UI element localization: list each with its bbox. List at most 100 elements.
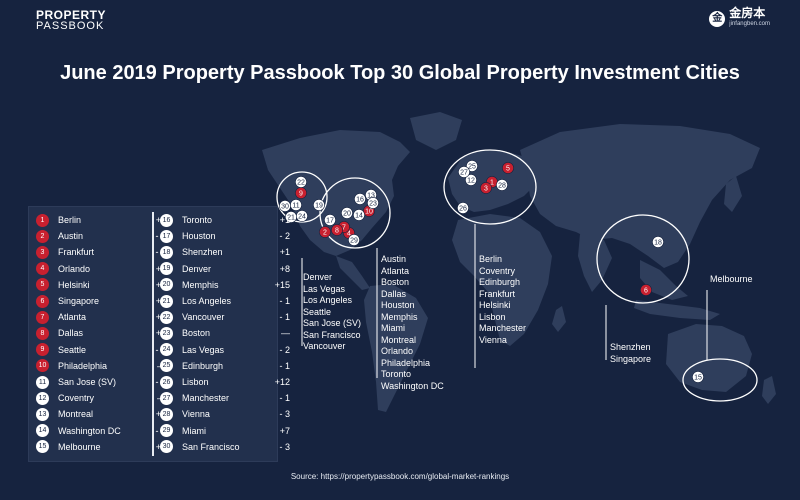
region-city: Denver bbox=[303, 272, 333, 282]
map-marker-dot bbox=[692, 371, 704, 383]
rank-badge: 5 bbox=[36, 278, 49, 292]
region-list-us-west: Denver Las Vegas Los Angeles Seattle San Jos… bbox=[303, 272, 361, 353]
rank-city: Berlin bbox=[58, 215, 82, 225]
rank-badge: 26 bbox=[160, 375, 173, 389]
map-marker-dot bbox=[296, 210, 308, 222]
rank-badge: 11 bbox=[36, 375, 49, 389]
map-marker-28: 28 bbox=[496, 179, 508, 191]
map-marker-18: 18 bbox=[652, 236, 664, 248]
map-marker-label: 19 bbox=[315, 203, 323, 210]
region-city: Vancouver bbox=[303, 341, 346, 351]
rank-city: Washington DC bbox=[58, 425, 121, 436]
rank-badge: 7 bbox=[36, 310, 49, 324]
rank-city: Vancouver bbox=[182, 312, 225, 323]
region-city: Toronto bbox=[381, 369, 412, 379]
rank-city: Lisbon bbox=[182, 377, 209, 387]
rank-badge: 21 bbox=[160, 294, 173, 308]
region-circle-europe bbox=[443, 149, 537, 225]
ranking-row: 17 Houston - 2 bbox=[160, 229, 290, 243]
partner-name: 金房本 bbox=[729, 6, 766, 20]
map-marker-label: 2 bbox=[323, 230, 327, 237]
rank-change: - 1 bbox=[279, 296, 290, 306]
map-marker-dot bbox=[353, 209, 365, 221]
ranking-row: 28 Vienna - 3 bbox=[160, 407, 290, 421]
map-marker-24: 24 bbox=[296, 210, 308, 222]
region-city: Dallas bbox=[381, 288, 407, 299]
map-marker-dot bbox=[354, 193, 366, 205]
map-marker-dot bbox=[324, 214, 336, 226]
ranking-row: 26 Lisbon +12 bbox=[160, 375, 290, 389]
map-marker-dot bbox=[341, 207, 353, 219]
ranking-row: 23 Boston — bbox=[160, 326, 290, 340]
ranking-row: 29 Miami +7 bbox=[160, 424, 290, 438]
region-city: Melbourne bbox=[710, 274, 753, 284]
region-circle-us-west bbox=[276, 171, 328, 223]
map-marker-label: 4 bbox=[347, 231, 351, 238]
map-marker-17: 17 bbox=[324, 214, 336, 226]
rank-change: - 1 bbox=[279, 393, 290, 404]
region-city: Memphis bbox=[381, 311, 418, 322]
map-marker-label: 30 bbox=[281, 204, 289, 211]
map-marker-label: 23 bbox=[369, 201, 377, 208]
region-city: Austin bbox=[381, 254, 407, 264]
map-marker-label: 10 bbox=[365, 209, 373, 216]
region-city: Shenzhen bbox=[610, 342, 651, 352]
map-marker-label: 21 bbox=[287, 215, 295, 222]
region-city: Berlin bbox=[479, 254, 503, 264]
map-marker-9: 9 bbox=[295, 187, 307, 199]
region-circle-asia bbox=[596, 214, 690, 304]
map-marker-25: 25 bbox=[466, 160, 478, 172]
rank-badge: 6 bbox=[36, 294, 49, 308]
rank-badge: 9 bbox=[36, 343, 49, 357]
region-city: Miami bbox=[381, 323, 405, 333]
rank-city: Miami bbox=[182, 425, 206, 436]
map-marker-label: 29 bbox=[350, 238, 358, 245]
map-marker-dot bbox=[313, 199, 325, 211]
region-city: Orlando bbox=[381, 346, 414, 356]
rank-badge: 29 bbox=[160, 424, 173, 438]
rank-badge: 2 bbox=[36, 229, 49, 243]
rank-city: Austin bbox=[58, 231, 84, 242]
rank-city: Manchester bbox=[182, 393, 230, 404]
rank-change: - 2 bbox=[279, 231, 290, 242]
landmass-greenland bbox=[410, 112, 462, 150]
rank-badge: 14 bbox=[36, 424, 49, 438]
rank-city: Montreal bbox=[58, 409, 94, 420]
map-marker-29: 29 bbox=[348, 234, 360, 246]
rank-change: - 3 bbox=[279, 409, 290, 420]
map-marker-dot bbox=[496, 179, 508, 191]
region-city: San Jose (SV) bbox=[303, 318, 362, 328]
region-city: Singapore bbox=[610, 353, 652, 364]
map-marker-dot bbox=[295, 176, 307, 188]
rank-change: +1 bbox=[279, 247, 290, 258]
rank-badge: 17 bbox=[160, 229, 173, 243]
rank-change: +12 bbox=[274, 377, 290, 387]
rank-badge: 12 bbox=[36, 391, 49, 405]
map-marker-dot bbox=[652, 236, 664, 248]
region-circle-oceania bbox=[682, 358, 758, 402]
map-marker-27: 27 bbox=[458, 166, 470, 178]
rank-badge: 22 bbox=[160, 310, 173, 324]
rank-city: Las Vegas bbox=[182, 344, 225, 355]
rank-city: Houston bbox=[182, 231, 216, 242]
map-marker-dot bbox=[331, 224, 343, 236]
landmass-australia bbox=[666, 324, 752, 392]
landmass-madagascar bbox=[552, 306, 566, 332]
map-marker-label: 18 bbox=[654, 240, 662, 247]
rank-change: +15 bbox=[274, 279, 290, 290]
rank-badge: 10 bbox=[36, 359, 49, 373]
map-marker-dot bbox=[367, 197, 379, 209]
landmass-indonesia bbox=[634, 300, 720, 320]
partner-url: jinfangben.com bbox=[729, 21, 770, 27]
rank-city: Edinburgh bbox=[182, 360, 224, 371]
rank-city: Coventry bbox=[58, 393, 95, 404]
map-marker-dot bbox=[279, 200, 291, 212]
